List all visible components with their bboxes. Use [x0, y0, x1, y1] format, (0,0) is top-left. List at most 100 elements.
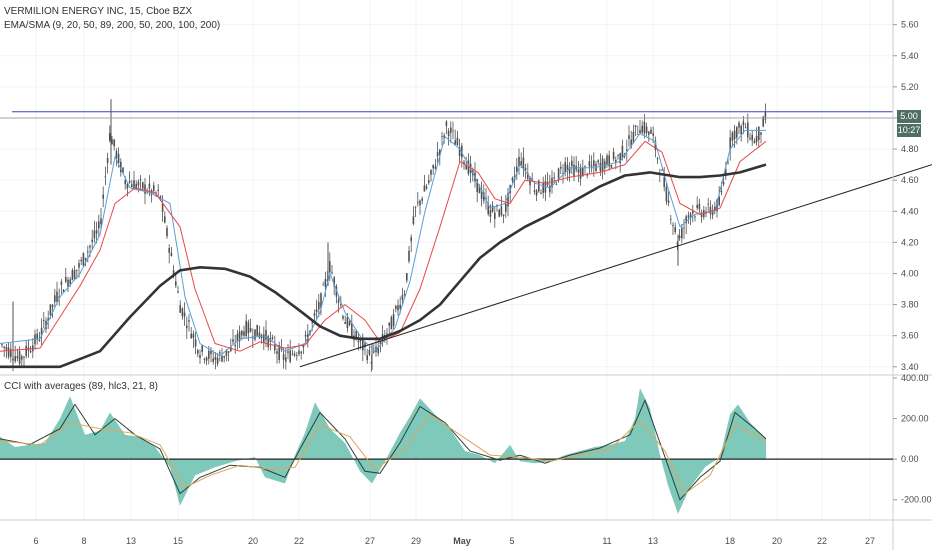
candle-body	[166, 227, 168, 237]
candle-body	[245, 320, 247, 337]
candle-body	[764, 112, 767, 120]
cci-pane[interactable]	[0, 388, 893, 514]
candle-body	[168, 248, 170, 253]
candle-body	[441, 135, 443, 137]
time-tick-label: 27	[365, 536, 375, 546]
ma-line	[0, 129, 766, 357]
candle-body	[5, 347, 8, 350]
candle-body	[639, 130, 641, 134]
candle-body	[617, 155, 619, 156]
candle-body	[681, 227, 683, 239]
candle-body	[351, 323, 353, 338]
candle-body	[549, 185, 551, 193]
candle-body	[742, 121, 745, 126]
candle-body	[274, 344, 276, 351]
time-tick-label: 11	[602, 536, 611, 546]
candle-body	[219, 352, 221, 354]
candle-body	[386, 333, 388, 335]
candle-body	[729, 137, 731, 150]
candle-body	[304, 334, 307, 337]
candle-body	[670, 218, 672, 220]
candle-body	[133, 180, 135, 190]
candle-body	[672, 224, 674, 226]
candle-body	[568, 167, 571, 174]
candle-body	[234, 344, 236, 347]
candle-body	[494, 212, 496, 219]
chart-title: VERMILION ENERGY INC, 15, Cboe BZX	[4, 6, 193, 17]
candle-body	[139, 179, 142, 181]
candle-body	[337, 299, 340, 303]
candle-body	[562, 172, 564, 174]
candle-body	[674, 227, 676, 232]
candle-body	[93, 230, 96, 239]
time-tick-label: 22	[294, 536, 304, 546]
candle-body	[432, 164, 434, 169]
candle-body	[23, 356, 25, 358]
candle-body	[203, 359, 206, 361]
candle-body	[148, 183, 151, 189]
candle-body	[172, 270, 175, 276]
moving-average-lines[interactable]	[0, 129, 767, 369]
candle-body	[340, 304, 342, 305]
candle-body	[3, 346, 5, 348]
price-tick-label: 3.60	[901, 331, 919, 341]
candle-body	[491, 205, 494, 212]
time-tick-label: 22	[817, 536, 827, 546]
candle-body	[212, 358, 214, 362]
candle-body	[511, 178, 514, 181]
indicator-legend[interactable]: EMA/SMA (9, 20, 50, 89, 200, 50, 200, 10…	[4, 20, 221, 31]
candle-body	[705, 212, 707, 214]
candle-body	[223, 355, 225, 358]
candle-body	[463, 161, 465, 165]
candle-body	[571, 160, 573, 167]
candle-body	[489, 210, 492, 217]
candle-body	[186, 325, 188, 329]
candle-body	[637, 134, 639, 135]
candle-body	[643, 121, 646, 134]
cci-tick-label: 200.00	[901, 414, 929, 424]
candle-body	[91, 239, 93, 243]
candle-body	[150, 190, 153, 195]
candle-body	[175, 281, 177, 286]
candle-body	[740, 125, 742, 135]
candle-body	[58, 296, 60, 299]
price-tick-label: 3.40	[901, 362, 919, 372]
candle-body	[164, 216, 166, 223]
cci-axis[interactable]: 400.00 200.00 0.00 -200.00	[893, 373, 932, 505]
time-axis[interactable]: 6 8 13 15 20 22 27 29 May 5 11 13 18 20 22 27	[33, 536, 875, 546]
candle-body	[417, 202, 419, 203]
price-tick-label: 5.60	[901, 20, 919, 30]
candle-body	[553, 177, 555, 179]
candle-body	[498, 209, 500, 217]
candle-body	[753, 140, 756, 144]
candle-body	[131, 184, 133, 188]
price-axis[interactable]: 5.60 5.40 5.20 5.00 4.80 4.60 4.40 4.20 4.00 3.80…	[893, 20, 919, 372]
candle-body	[419, 200, 421, 206]
candle-body	[505, 203, 507, 212]
candle-body	[364, 343, 366, 348]
price-candles[interactable]	[1, 99, 767, 372]
horizontal-levels[interactable]	[0, 111, 932, 368]
candle-body	[401, 295, 404, 300]
candle-body	[654, 140, 657, 150]
candle-body	[390, 316, 393, 330]
candle-body	[687, 215, 690, 218]
candle-body	[720, 190, 723, 193]
candle-body	[161, 203, 164, 212]
candle-body	[685, 216, 687, 224]
price-tick-label: 4.20	[901, 237, 919, 247]
candle-body	[621, 145, 624, 159]
candle-body	[192, 333, 195, 338]
candle-body	[199, 355, 201, 359]
candle-body	[315, 309, 318, 313]
candle-body	[190, 333, 192, 339]
candle-body	[359, 339, 362, 342]
time-tick-label: 5	[509, 536, 514, 546]
candle-body	[645, 126, 648, 134]
candle-body	[421, 198, 423, 201]
price-tick-label: 4.40	[901, 206, 919, 216]
time-tick-label: 13	[126, 536, 136, 546]
candle-body	[62, 289, 65, 293]
cci-legend[interactable]: CCI with averages (89, hlc3, 21, 8)	[4, 381, 158, 392]
